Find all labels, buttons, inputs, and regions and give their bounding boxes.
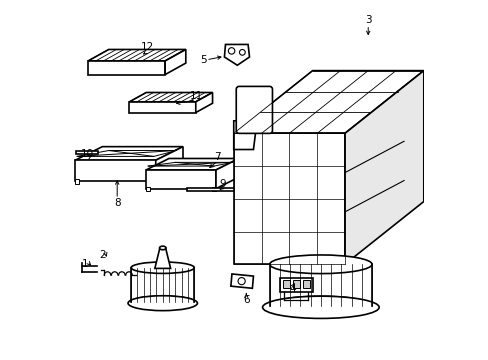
Ellipse shape [128, 296, 197, 311]
Polygon shape [129, 93, 212, 102]
Polygon shape [344, 71, 423, 264]
Polygon shape [148, 162, 232, 166]
Circle shape [228, 48, 234, 54]
Polygon shape [230, 274, 253, 288]
Polygon shape [293, 280, 299, 288]
Polygon shape [283, 280, 289, 288]
Text: 12: 12 [140, 42, 153, 52]
Text: 1: 1 [81, 259, 88, 269]
Polygon shape [75, 179, 79, 184]
FancyBboxPatch shape [236, 86, 272, 134]
Polygon shape [233, 71, 423, 134]
Polygon shape [75, 147, 183, 160]
Polygon shape [75, 160, 155, 181]
Polygon shape [151, 179, 155, 184]
Polygon shape [165, 49, 185, 75]
Text: 8: 8 [114, 198, 120, 208]
Ellipse shape [131, 262, 194, 273]
Polygon shape [211, 187, 216, 192]
Circle shape [239, 49, 244, 55]
Ellipse shape [131, 296, 194, 307]
Polygon shape [195, 93, 212, 113]
Polygon shape [155, 147, 183, 181]
Ellipse shape [159, 246, 165, 250]
Polygon shape [77, 150, 176, 156]
Polygon shape [187, 188, 237, 191]
Polygon shape [233, 134, 344, 264]
Circle shape [238, 278, 244, 285]
Ellipse shape [262, 296, 378, 319]
Polygon shape [146, 187, 150, 192]
Text: 3: 3 [364, 15, 371, 26]
Polygon shape [224, 44, 249, 65]
Polygon shape [129, 102, 195, 113]
Ellipse shape [269, 255, 371, 274]
Text: 10: 10 [81, 149, 94, 159]
Polygon shape [88, 49, 185, 61]
Text: 9: 9 [219, 179, 226, 189]
Polygon shape [303, 280, 309, 288]
Polygon shape [155, 248, 170, 269]
Text: 6: 6 [243, 295, 249, 305]
Polygon shape [279, 278, 312, 292]
Text: 4: 4 [289, 284, 296, 294]
Polygon shape [233, 121, 257, 149]
Text: 5: 5 [200, 55, 206, 65]
Polygon shape [146, 158, 239, 170]
Polygon shape [76, 151, 98, 154]
Text: 7: 7 [214, 152, 221, 162]
Polygon shape [88, 61, 165, 75]
Text: 11: 11 [189, 91, 203, 101]
Ellipse shape [269, 296, 371, 315]
Polygon shape [216, 158, 239, 189]
Text: 2: 2 [100, 250, 106, 260]
Polygon shape [146, 170, 216, 189]
